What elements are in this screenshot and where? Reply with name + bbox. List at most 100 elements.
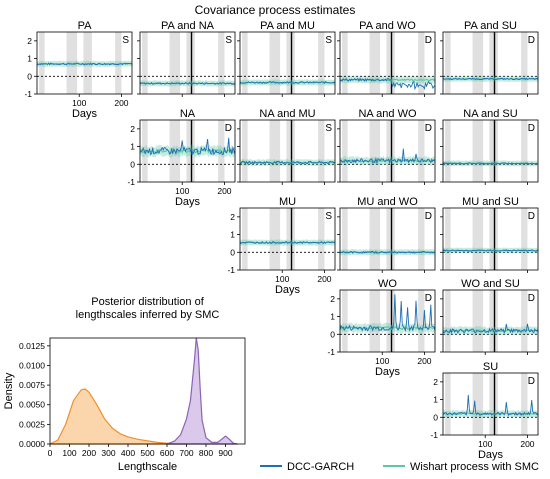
panel-badge: D xyxy=(528,211,535,222)
x-tick-label: 200 xyxy=(217,186,231,196)
density-x-tick-label: 300 xyxy=(101,448,115,458)
panel-title: NA xyxy=(180,108,196,120)
shade-band xyxy=(472,32,484,94)
shade-band xyxy=(386,290,395,352)
y-tick-label: 1 xyxy=(130,142,135,152)
shade-band xyxy=(521,373,528,435)
density-y-tick-label: 0.0025 xyxy=(19,419,45,429)
x-axis-label: Days xyxy=(275,284,301,296)
shade-band xyxy=(66,32,78,94)
panel-title: SU xyxy=(483,361,498,373)
dcc-garch-series-line xyxy=(442,249,539,252)
shade-band xyxy=(489,120,498,182)
y-tick-label: 1 xyxy=(330,312,335,322)
panel-frame xyxy=(442,289,539,353)
panel-su: SU D -1 0 1 2 100 200 Days xyxy=(430,361,539,461)
wishart-series-line xyxy=(339,78,436,82)
panel-frame xyxy=(239,207,336,271)
x-tick-label: 200 xyxy=(520,439,534,449)
x-tick-label: 100 xyxy=(72,98,86,108)
panel-frame xyxy=(239,119,336,183)
shade-band xyxy=(418,290,425,352)
x-tick-label: 200 xyxy=(114,98,128,108)
y-tick-label: 0 xyxy=(27,71,32,81)
panel-na: NA D -1 0 1 2 100 200 Days xyxy=(127,108,236,208)
x-tick-label: 100 xyxy=(478,439,492,449)
dcc-garch-series-line xyxy=(442,77,539,81)
shade-band xyxy=(418,32,425,94)
shade-band xyxy=(418,120,425,182)
dcc-garch-series-line xyxy=(442,162,539,165)
panel-frame xyxy=(339,31,436,95)
shade-band xyxy=(369,120,381,182)
dcc-garch-series-line xyxy=(139,137,236,156)
shade-band xyxy=(342,32,348,94)
shade-band xyxy=(342,290,348,352)
dcc-garch-series-line xyxy=(239,80,336,85)
shade-band xyxy=(39,32,45,94)
legend-label-dcc-garch: DCC-GARCH xyxy=(287,461,354,473)
y-tick-label: 2 xyxy=(27,36,32,46)
dcc-garch-series-line xyxy=(139,81,236,85)
panel-title: MU and WO xyxy=(357,196,418,208)
shade-band xyxy=(269,120,281,182)
panel-title: PA and MU xyxy=(260,20,315,32)
y-tick-label: -1 xyxy=(24,89,32,99)
panel-frame xyxy=(339,207,436,271)
shade-band xyxy=(83,32,92,94)
panel-frame xyxy=(442,207,539,271)
y-tick-label: 0 xyxy=(130,159,135,169)
shade-band xyxy=(369,208,381,270)
x-axis-label: Days xyxy=(175,196,201,208)
density-x-tick-label: 200 xyxy=(82,448,96,458)
dcc-garch-series-line xyxy=(442,394,539,417)
panel-frame xyxy=(442,31,539,95)
shade-band xyxy=(286,208,295,270)
density-y-tick-label: 0.0125 xyxy=(19,341,45,351)
shade-band xyxy=(489,290,498,352)
shade-band xyxy=(472,290,484,352)
dcc-garch-series-line xyxy=(339,77,436,91)
density-x-tick-label: 700 xyxy=(179,448,193,458)
shade-band xyxy=(489,32,498,94)
shade-band xyxy=(318,32,325,94)
panel-frame xyxy=(339,119,436,183)
panel-badge: S xyxy=(122,35,129,46)
density-x-tick-label: 600 xyxy=(160,448,174,458)
shade-band xyxy=(115,32,122,94)
shade-band xyxy=(286,120,295,182)
dcc-garch-series-line xyxy=(239,160,336,165)
panel-pa-and-na: PA and NA S xyxy=(137,20,236,97)
panel-badge: D xyxy=(528,35,535,46)
panel-title: WO xyxy=(378,278,397,290)
panel-badge: D xyxy=(528,123,535,134)
panel-title: MU and SU xyxy=(462,196,519,208)
shade-band xyxy=(445,208,451,270)
panel-wo-and-su: WO and SU D xyxy=(440,278,539,355)
y-tick-label: 2 xyxy=(130,124,135,134)
panel-badge: D xyxy=(425,211,432,222)
shade-band xyxy=(142,32,148,94)
panel-title: WO and SU xyxy=(461,278,520,290)
x-tick-label: 100 xyxy=(375,356,389,366)
shade-band xyxy=(489,208,498,270)
y-tick-label: 2 xyxy=(330,294,335,304)
shade-band xyxy=(269,32,281,94)
panel-badge: S xyxy=(225,35,232,46)
shade-band xyxy=(369,290,381,352)
x-tick-label: 200 xyxy=(417,356,431,366)
density-title-line: Posterior distribution of xyxy=(91,296,204,308)
panel-frame xyxy=(442,119,539,183)
panel-frame xyxy=(339,289,436,353)
panel-pa-and-su: PA and SU D xyxy=(440,20,539,97)
shade-band xyxy=(472,373,484,435)
y-tick-label: 2 xyxy=(230,212,235,222)
shade-band xyxy=(472,120,484,182)
shade-band xyxy=(489,373,498,435)
density-x-tick-label: 0 xyxy=(48,448,53,458)
shade-band xyxy=(472,208,484,270)
x-tick-label: 100 xyxy=(175,186,189,196)
panel-pa-and-mu: PA and MU S xyxy=(237,20,336,97)
